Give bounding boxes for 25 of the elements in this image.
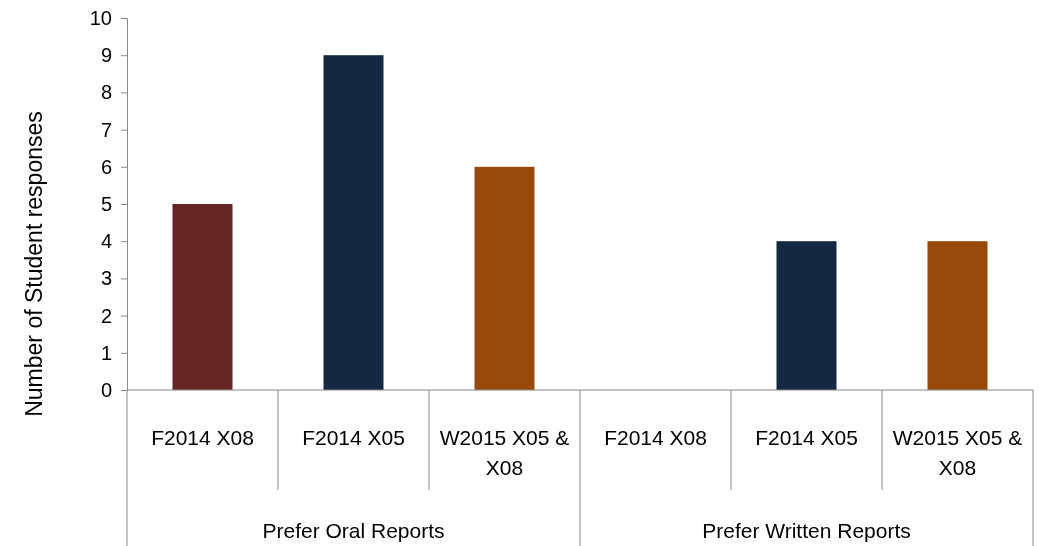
x-tick-label: F2014 X08 bbox=[151, 426, 254, 449]
y-tick-label: 0 bbox=[100, 378, 112, 401]
text: Prefer Oral Reports bbox=[262, 519, 445, 542]
y-axis-title: Number of Student responses bbox=[21, 111, 47, 417]
y-tick-label: 3 bbox=[100, 267, 112, 290]
x-tick-label: W2015 X05 & X08 bbox=[892, 426, 1023, 479]
bar bbox=[474, 166, 535, 390]
y-tick-label: 9 bbox=[100, 44, 112, 67]
y-tick-label: 2 bbox=[100, 304, 112, 327]
bar bbox=[323, 55, 384, 390]
x-tick-label: F2014 X05 bbox=[755, 426, 858, 449]
bar bbox=[776, 241, 837, 390]
x-tick-label: F2014 X08 bbox=[604, 426, 707, 449]
bar bbox=[172, 204, 233, 390]
y-tick-label: 8 bbox=[100, 81, 112, 104]
y-tick-label: 10 bbox=[89, 6, 112, 29]
bar bbox=[927, 241, 988, 390]
y-tick-label: 6 bbox=[100, 155, 112, 178]
y-tick-label: 4 bbox=[100, 230, 112, 253]
text: Prefer Written Reports bbox=[702, 519, 911, 542]
y-tick-label: 1 bbox=[100, 341, 112, 364]
x-tick-label: F2014 X05 bbox=[302, 426, 405, 449]
y-tick-label: 7 bbox=[100, 118, 112, 141]
x-tick-label: W2015 X05 & X08 bbox=[439, 426, 570, 479]
y-tick-label: 5 bbox=[100, 192, 112, 215]
